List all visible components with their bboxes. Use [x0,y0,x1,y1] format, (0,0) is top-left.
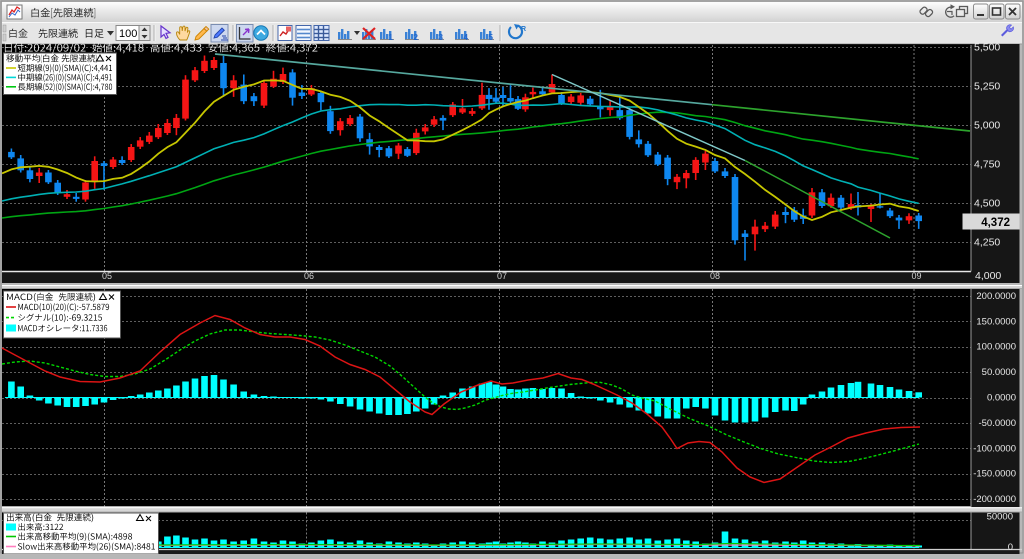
svg-text:50.0000: 50.0000 [982,367,1016,378]
svg-text:-100.0000: -100.0000 [973,443,1016,454]
svg-text:07: 07 [497,271,507,281]
svg-text:50000: 50000 [987,512,1013,523]
svg-text:06: 06 [304,271,314,281]
svg-text:4: 4 [464,33,469,42]
svg-text:0.0000: 0.0000 [987,393,1016,404]
svg-text:-50.0000: -50.0000 [978,418,1016,429]
svg-text:08: 08 [710,271,720,281]
svg-text:200.0000: 200.0000 [976,291,1016,302]
svg-text:1: 1 [389,33,394,42]
svg-text:100: 100 [119,28,137,40]
svg-text:100.0000: 100.0000 [976,342,1016,353]
svg-text:4,000: 4,000 [975,270,1001,282]
svg-text:150.0000: 150.0000 [976,316,1016,327]
svg-text:05: 05 [102,271,112,281]
svg-text:-150.0000: -150.0000 [973,469,1016,480]
svg-text:4,372: 4,372 [981,217,1010,229]
svg-text:R: R [521,26,526,33]
svg-text:-200.0000: -200.0000 [973,494,1016,505]
svg-text:5: 5 [489,33,494,42]
svg-text:4,250: 4,250 [974,237,1000,249]
svg-text:5,000: 5,000 [974,120,1000,132]
svg-text:0: 0 [1008,542,1013,553]
svg-text:4,750: 4,750 [974,159,1000,171]
svg-text:5,500: 5,500 [974,42,1000,54]
svg-text:3: 3 [439,33,444,42]
svg-text:5,250: 5,250 [974,81,1000,93]
svg-text:4,500: 4,500 [974,198,1000,210]
svg-text:09: 09 [912,271,922,281]
svg-text:2: 2 [414,33,419,42]
